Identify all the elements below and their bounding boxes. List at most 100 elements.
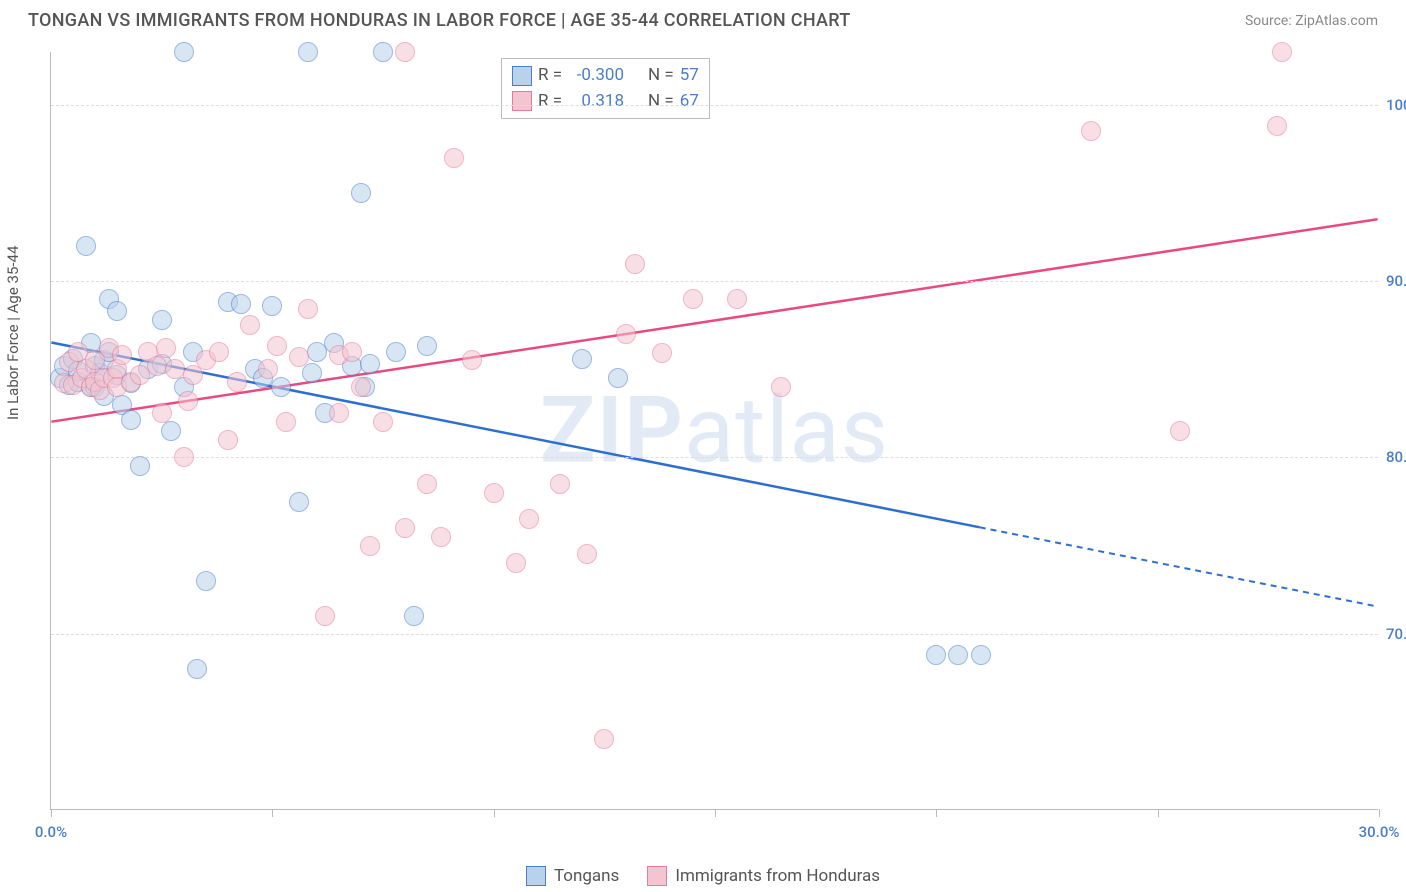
- data-point: [267, 336, 287, 356]
- chart-title: TONGAN VS IMMIGRANTS FROM HONDURAS IN LA…: [28, 10, 851, 31]
- data-point: [625, 254, 645, 274]
- data-point: [727, 289, 747, 309]
- data-point: [404, 606, 424, 626]
- data-point: [506, 553, 526, 573]
- data-point: [594, 729, 614, 749]
- data-point: [652, 343, 672, 363]
- x-tick: [715, 809, 716, 817]
- data-point: [258, 359, 278, 379]
- legend-item-honduras: Immigrants from Honduras: [647, 866, 880, 886]
- data-point: [484, 483, 504, 503]
- chart-header: TONGAN VS IMMIGRANTS FROM HONDURAS IN LA…: [0, 0, 1406, 37]
- data-point: [1272, 42, 1292, 62]
- x-tick: [1158, 809, 1159, 817]
- series-legend: Tongans Immigrants from Honduras: [0, 866, 1406, 886]
- n-value-tongans: 57: [680, 63, 699, 89]
- swatch-honduras: [512, 91, 532, 111]
- gridline: [51, 105, 1378, 106]
- n-value-honduras: 67: [680, 89, 699, 115]
- x-tick-label: 30.0%: [1359, 823, 1400, 841]
- data-point: [231, 294, 251, 314]
- data-point: [298, 42, 318, 62]
- y-tick-label: 90.0%: [1386, 272, 1406, 290]
- data-point: [417, 474, 437, 494]
- data-point: [373, 412, 393, 432]
- data-point: [386, 342, 406, 362]
- data-point: [178, 391, 198, 411]
- gridline: [51, 281, 1378, 282]
- x-tick: [51, 809, 52, 817]
- x-tick-label: 0.0%: [35, 823, 67, 841]
- data-point: [351, 377, 371, 397]
- data-point: [948, 645, 968, 665]
- data-point: [315, 606, 335, 626]
- data-point: [218, 430, 238, 450]
- data-point: [107, 301, 127, 321]
- x-tick: [936, 809, 937, 817]
- x-tick: [1379, 809, 1380, 817]
- data-point: [550, 474, 570, 494]
- data-point: [342, 342, 362, 362]
- data-point: [76, 236, 96, 256]
- data-point: [395, 42, 415, 62]
- swatch-tongans: [512, 66, 532, 86]
- data-point: [1170, 421, 1190, 441]
- data-point: [209, 342, 229, 362]
- data-point: [1081, 121, 1101, 141]
- y-tick-label: 80.0%: [1386, 448, 1406, 466]
- data-point: [926, 645, 946, 665]
- data-point: [329, 403, 349, 423]
- data-point: [240, 315, 260, 335]
- data-point: [152, 403, 172, 423]
- swatch-tongans-icon: [526, 866, 546, 886]
- x-tick: [494, 809, 495, 817]
- watermark-text: ZIPatlas: [540, 377, 889, 484]
- swatch-honduras-icon: [647, 866, 667, 886]
- data-point: [298, 299, 318, 319]
- data-point: [187, 659, 207, 679]
- y-tick-label: 100.0%: [1386, 96, 1406, 114]
- data-point: [971, 645, 991, 665]
- data-point: [462, 350, 482, 370]
- data-point: [608, 368, 628, 388]
- scatter-chart: ZIPatlas R = -0.300 N = 57 R = 0.318 N =…: [50, 52, 1378, 810]
- gridline: [51, 634, 1378, 635]
- r-value-honduras: 0.318: [568, 89, 624, 115]
- data-point: [174, 42, 194, 62]
- correlation-legend: R = -0.300 N = 57 R = 0.318 N = 67: [501, 58, 710, 119]
- data-point: [431, 527, 451, 547]
- legend-row-tongans: R = -0.300 N = 57: [512, 63, 699, 89]
- y-axis-label: In Labor Force | Age 35-44: [4, 246, 22, 420]
- data-point: [271, 377, 291, 397]
- data-point: [227, 372, 247, 392]
- r-value-tongans: -0.300: [568, 63, 624, 89]
- data-point: [519, 509, 539, 529]
- data-point: [147, 356, 167, 376]
- data-point: [156, 338, 176, 358]
- data-point: [262, 296, 282, 316]
- data-point: [174, 447, 194, 467]
- data-point: [161, 421, 181, 441]
- legend-row-honduras: R = 0.318 N = 67: [512, 89, 699, 115]
- data-point: [1267, 116, 1287, 136]
- data-point: [616, 324, 636, 344]
- data-point: [373, 42, 393, 62]
- data-point: [417, 336, 437, 356]
- data-point: [289, 347, 309, 367]
- data-point: [444, 148, 464, 168]
- gridline: [51, 457, 1378, 458]
- data-point: [121, 410, 141, 430]
- y-tick-label: 70.0%: [1386, 625, 1406, 643]
- data-point: [351, 183, 371, 203]
- data-point: [577, 544, 597, 564]
- data-point: [152, 310, 172, 330]
- data-point: [771, 377, 791, 397]
- legend-item-tongans: Tongans: [526, 866, 619, 886]
- data-point: [289, 492, 309, 512]
- data-point: [302, 363, 322, 383]
- data-point: [360, 354, 380, 374]
- data-point: [112, 345, 132, 365]
- data-point: [360, 536, 380, 556]
- data-point: [683, 289, 703, 309]
- data-point: [395, 518, 415, 538]
